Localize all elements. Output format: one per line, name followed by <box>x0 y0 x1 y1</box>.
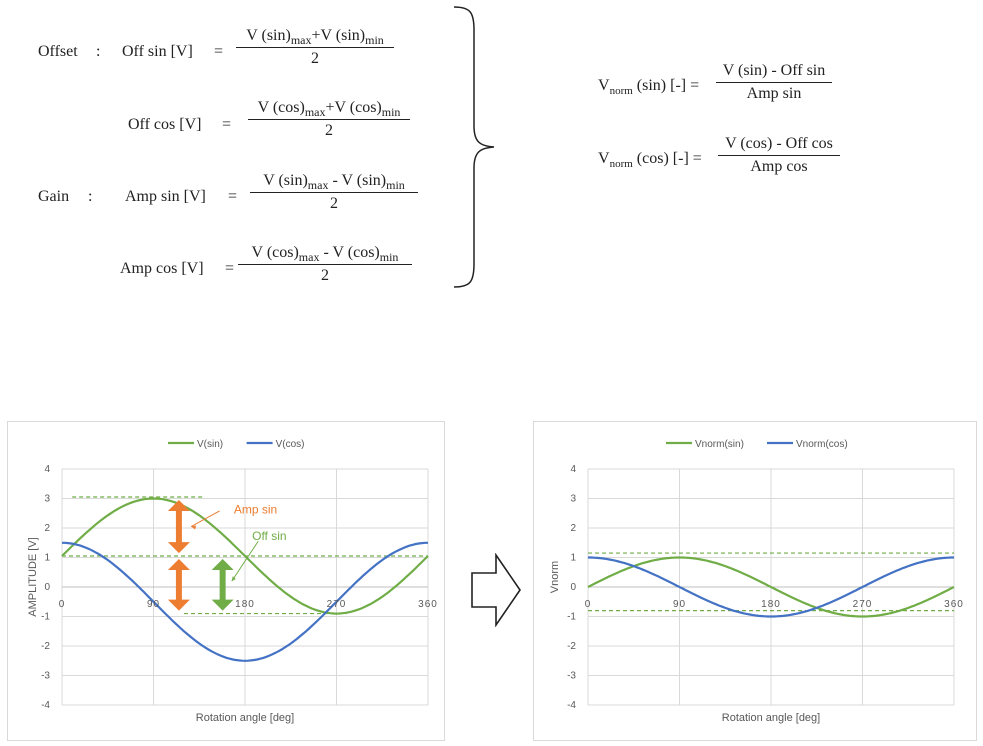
amp-sin-lhs: Amp sin [V] <box>125 188 206 205</box>
offset-leader-arrowhead <box>231 576 236 582</box>
y-tick-label: -1 <box>567 612 576 623</box>
amp-sin-denominator: 2 <box>330 195 338 212</box>
amp-arrow-upper <box>167 499 190 554</box>
vnorm-sin-numerator: V (sin) - Off sin <box>722 62 826 79</box>
x-tick-label: 180 <box>761 599 781 610</box>
fraction-bar <box>238 264 412 265</box>
series-line-cos <box>62 541 428 662</box>
legend-label: Vnorm(cos) <box>796 439 848 450</box>
series-line-sin <box>61 497 429 615</box>
fraction-bar <box>716 82 832 83</box>
y-tick-label: -2 <box>567 641 576 652</box>
y-tick-label: 3 <box>570 494 576 505</box>
amp-cos-denominator: 2 <box>321 267 329 284</box>
vnorm-sin-lhs: Vnorm (sin) [-] = <box>598 77 700 97</box>
offset-leader-line <box>231 540 259 582</box>
y-tick-label: 2 <box>44 523 50 534</box>
y-axis-title: AMPLITUDE [V] <box>27 537 39 616</box>
y-tick-label: 0 <box>570 582 576 593</box>
amp-cos-numerator: V (cos)max - V (cos)min <box>251 244 399 264</box>
y-tick-label: -1 <box>41 612 50 623</box>
gain-label: Gain <box>38 188 70 205</box>
normalized-signal-chart: 4 3 2 1 0 -1 -2 -3 -4 0 90 180 270 360 Vnorm(sin) Vnorm… <box>549 439 964 724</box>
x-tick-label: 0 <box>59 599 66 610</box>
off-sin-lhs: Off sin [V] <box>122 43 193 60</box>
legend-label: Vnorm(sin) <box>695 439 744 450</box>
off-sin-annotation: Off sin <box>252 529 286 543</box>
formula-area: Offset : Off sin [V] = V (sin)max+V (sin… <box>0 0 983 300</box>
legend-label: V(cos) <box>276 439 305 450</box>
right-brace-icon <box>453 6 495 288</box>
y-tick-label: -3 <box>41 671 50 682</box>
fraction-bar <box>236 47 394 48</box>
x-tick-label: 0 <box>585 599 592 610</box>
off-cos-lhs: Off cos [V] <box>128 116 202 133</box>
amp-sin-numerator: V (sin)max - V (sin)min <box>263 172 405 192</box>
x-tick-label: 360 <box>944 599 964 610</box>
series-line-cos <box>588 556 954 618</box>
legend-label: V(sin) <box>197 439 223 450</box>
amp-cos-fraction: V (cos)max - V (cos)min 2 <box>238 244 412 285</box>
y-tick-label: 4 <box>44 464 50 475</box>
vnorm-cos-fraction: V (cos) - Off cos Amp cos <box>718 135 840 176</box>
y-tick-label: -4 <box>41 700 50 711</box>
series-line-sin <box>587 556 955 618</box>
x-tick-label: 90 <box>673 599 686 610</box>
off-sin-fraction: V (sin)max+V (sin)min 2 <box>236 27 394 68</box>
y-tick-label: 3 <box>44 494 50 505</box>
vnorm-cos-numerator: V (cos) - Off cos <box>725 135 833 152</box>
chart-right-panel: 4 3 2 1 0 -1 -2 -3 -4 0 90 180 270 360 Vnorm(sin) Vnorm… <box>533 421 977 741</box>
y-tick-label: 4 <box>570 464 576 475</box>
amp-leader-line <box>190 510 220 527</box>
x-tick-label: 270 <box>327 599 347 610</box>
x-tick-label: 270 <box>853 599 873 610</box>
off-sin-denominator: 2 <box>311 50 319 67</box>
y-tick-label: -3 <box>567 671 576 682</box>
y-tick-label: -2 <box>41 641 50 652</box>
vnorm-sin-fraction: V (sin) - Off sin Amp sin <box>716 62 832 103</box>
amp-sin-fraction: V (sin)max - V (sin)min 2 <box>250 172 418 213</box>
x-tick-label: 360 <box>418 599 438 610</box>
x-tick-label: 90 <box>147 599 160 610</box>
y-tick-label: 1 <box>570 553 576 564</box>
off-cos-denominator: 2 <box>325 122 333 139</box>
raw-signal-chart: 4 3 2 1 0 -1 -2 -3 -4 0 90 180 270 360 V(sin) V(cos) Rot… <box>27 439 438 724</box>
y-tick-label: -4 <box>567 700 576 711</box>
offset-label: Offset <box>38 43 78 60</box>
equals-sign: = <box>214 43 224 60</box>
amp-cos-lhs: Amp cos [V] <box>120 260 204 277</box>
vnorm-cos-denominator: Amp cos <box>750 158 808 175</box>
y-axis-title: Vnorm <box>549 561 561 593</box>
amp-leader-arrowhead <box>191 525 197 530</box>
y-tick-label: 2 <box>570 523 576 534</box>
x-axis-title: Rotation angle [deg] <box>196 712 294 724</box>
amp-sin-annotation: Amp sin <box>234 502 277 516</box>
vnorm-sin-denominator: Amp sin <box>746 85 802 102</box>
vnorm-cos-lhs: Vnorm (cos) [-] = <box>598 150 702 170</box>
equals-sign: = <box>222 116 232 133</box>
x-axis-title: Rotation angle [deg] <box>722 712 820 724</box>
off-cos-numerator: V (cos)max+V (cos)min <box>257 99 401 119</box>
off-cos-fraction: V (cos)max+V (cos)min 2 <box>248 99 410 140</box>
amp-arrow-lower <box>167 558 190 611</box>
y-tick-label: 1 <box>44 553 50 564</box>
offset-arrow <box>211 558 234 611</box>
right-arrow-icon <box>471 553 521 627</box>
equals-sign: = <box>225 260 235 277</box>
offset-colon: : <box>96 43 101 60</box>
fraction-bar <box>250 192 418 193</box>
chart-left-panel: 4 3 2 1 0 -1 -2 -3 -4 0 90 180 270 360 V(sin) V(cos) Rot… <box>7 421 445 741</box>
fraction-bar <box>248 119 410 120</box>
y-tick-label: 0 <box>44 582 50 593</box>
off-sin-numerator: V (sin)max+V (sin)min <box>246 27 384 47</box>
fraction-bar <box>718 155 840 156</box>
gain-colon: : <box>88 188 93 205</box>
equals-sign: = <box>228 188 238 205</box>
x-tick-label: 180 <box>235 599 255 610</box>
